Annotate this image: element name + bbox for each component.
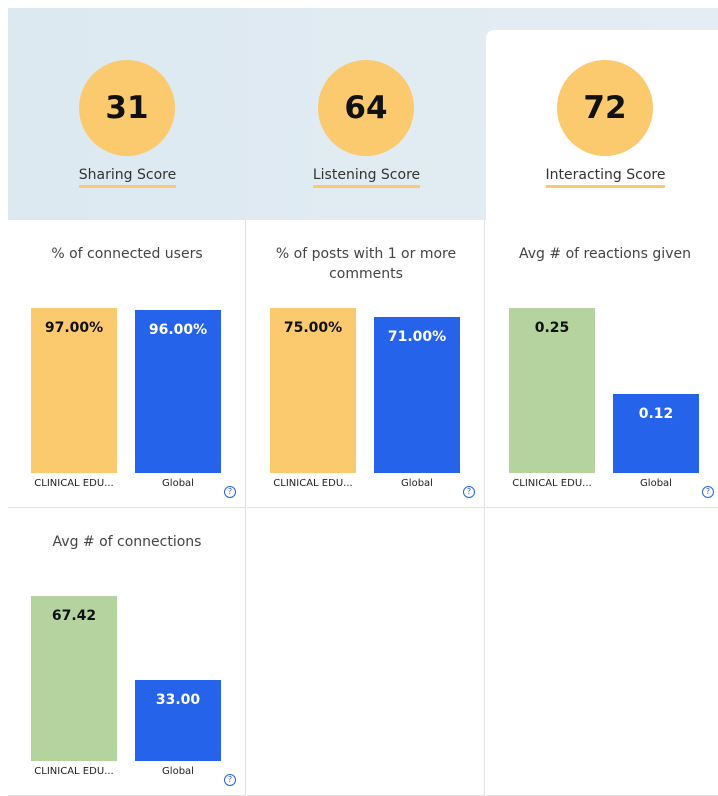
score-tab[interactable]: 31 Sharing Score [8,8,247,220]
score-header: 31 Sharing Score 64 Listening Score 72 Intera… [8,8,718,220]
score-label: Interacting Score [545,167,666,188]
score-label: Sharing Score [78,167,177,188]
chart-cell: Avg # of reactions given 0.25 CLINICAL EDU… [486,220,718,508]
help-icon[interactable]: ? [224,486,236,498]
category-label: CLINICAL EDU... [34,766,114,777]
empty-cell [486,508,718,796]
value-label: 96.00% [148,321,208,338]
bar [509,308,595,473]
chart-cell: Avg # of connections 67.42 CLINICAL EDU...… [8,508,246,796]
help-icon[interactable]: ? [224,774,236,786]
value-label: 67.42 [51,608,97,624]
category-label: Global [401,478,433,489]
category-label: Global [162,478,194,489]
score-value: 72 [557,60,653,156]
bar [270,308,356,473]
score-value: 31 [79,60,175,156]
category-label: Global [162,766,194,777]
category-label: CLINICAL EDU... [273,478,353,489]
score-label-wrap: Listening Score [247,167,486,188]
score-label-wrap: Sharing Score [8,167,247,188]
bar [31,308,117,473]
score-value: 64 [318,60,414,156]
bar [613,393,699,473]
chart-cell: % of connected users 97.00% CLINICAL EDU..… [8,220,246,508]
help-icon[interactable]: ? [463,486,475,498]
bar [31,596,117,761]
help-icon[interactable]: ? [702,486,714,498]
score-tab[interactable]: 64 Listening Score [247,8,486,220]
category-label: Global [640,478,672,489]
bar [374,316,460,473]
bar [135,680,221,761]
value-label: 97.00% [44,320,104,336]
score-tab[interactable]: 72 Interacting Score [486,30,718,220]
value-label: 75.00% [283,320,343,336]
category-label: CLINICAL EDU... [512,478,592,489]
chart-cell: % of posts with 1 or more comments 75.00%… [247,220,485,508]
value-label: 0.25 [534,320,570,336]
empty-cell [247,508,485,796]
category-label: CLINICAL EDU... [34,478,114,489]
chart-title: Avg # of reactions given [519,246,691,262]
bar [135,309,221,473]
chart-title: % of connected users [51,246,203,262]
score-label: Listening Score [312,167,421,188]
value-label: 33.00 [155,692,201,709]
score-label-wrap: Interacting Score [486,167,718,188]
value-label: 0.12 [638,405,674,422]
value-label: 71.00% [387,328,447,345]
chart-title: % of posts with 1 or more comments [275,246,457,282]
chart-title: Avg # of connections [52,534,202,550]
